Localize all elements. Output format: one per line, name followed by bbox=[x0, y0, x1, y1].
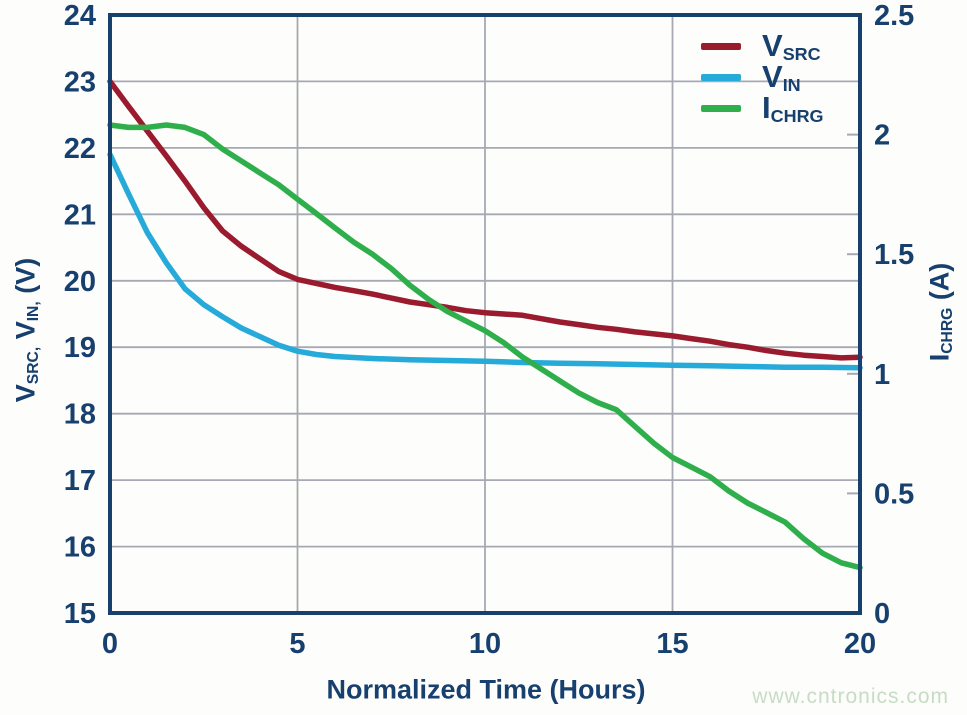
right-axis-tick-label: 0.5 bbox=[874, 478, 914, 510]
legend-swatch-ichrg bbox=[701, 105, 741, 112]
legend-label-vin: VIN bbox=[762, 59, 801, 95]
legend-label-ichrg: ICHRG bbox=[762, 90, 824, 126]
legend: VSRC VIN ICHRG bbox=[701, 28, 824, 126]
left-axis-tick-label: 20 bbox=[64, 266, 96, 298]
left-axis-tick-label: 18 bbox=[64, 399, 96, 431]
left-axis-tick-label: 17 bbox=[64, 465, 96, 497]
left-axis-tick-label: 16 bbox=[64, 532, 96, 564]
series-line-vin bbox=[107, 151, 863, 371]
legend-label-vsrc: VSRC bbox=[762, 28, 821, 64]
right-axis-tick-label: 2 bbox=[874, 120, 890, 152]
series-line-ichrg bbox=[107, 122, 863, 571]
x-axis-tick-label: 20 bbox=[844, 628, 876, 660]
right-axis-tick-label: 1 bbox=[874, 359, 890, 391]
left-axis-tick-label: 23 bbox=[64, 66, 96, 98]
watermark: www.cntronics.com bbox=[752, 685, 949, 708]
left-axis-tick-label: 22 bbox=[64, 133, 96, 165]
x-axis-tick-label: 5 bbox=[289, 628, 305, 660]
left-axis-title: VSRC, VIN, (V) bbox=[10, 257, 42, 403]
legend-item-ichrg: ICHRG bbox=[701, 90, 824, 126]
x-axis-tick-label: 15 bbox=[656, 628, 688, 660]
right-axis-tick-label: 0 bbox=[874, 598, 890, 630]
right-axis-title: ICHRG (A) bbox=[924, 262, 956, 362]
x-axis-tick-label: 10 bbox=[469, 628, 501, 660]
x-axis-title: Normalized Time (Hours) bbox=[326, 674, 646, 705]
series-line-vsrc bbox=[107, 78, 863, 361]
plot-border bbox=[108, 13, 862, 615]
x-axis-tick-label: 0 bbox=[102, 628, 118, 660]
right-axis-tick-label: 1.5 bbox=[874, 239, 914, 271]
right-axis-tick-label: 2.5 bbox=[874, 0, 914, 32]
left-axis-tick-label: 19 bbox=[64, 332, 96, 364]
legend-swatch-vin bbox=[701, 74, 741, 81]
legend-swatch-vsrc bbox=[701, 43, 741, 50]
legend-item-vin: VIN bbox=[701, 59, 824, 95]
left-axis-tick-label: 24 bbox=[64, 0, 96, 32]
left-axis-tick-label: 21 bbox=[64, 199, 96, 231]
left-axis-tick-label: 15 bbox=[64, 598, 96, 630]
legend-item-vsrc: VSRC bbox=[701, 28, 824, 64]
